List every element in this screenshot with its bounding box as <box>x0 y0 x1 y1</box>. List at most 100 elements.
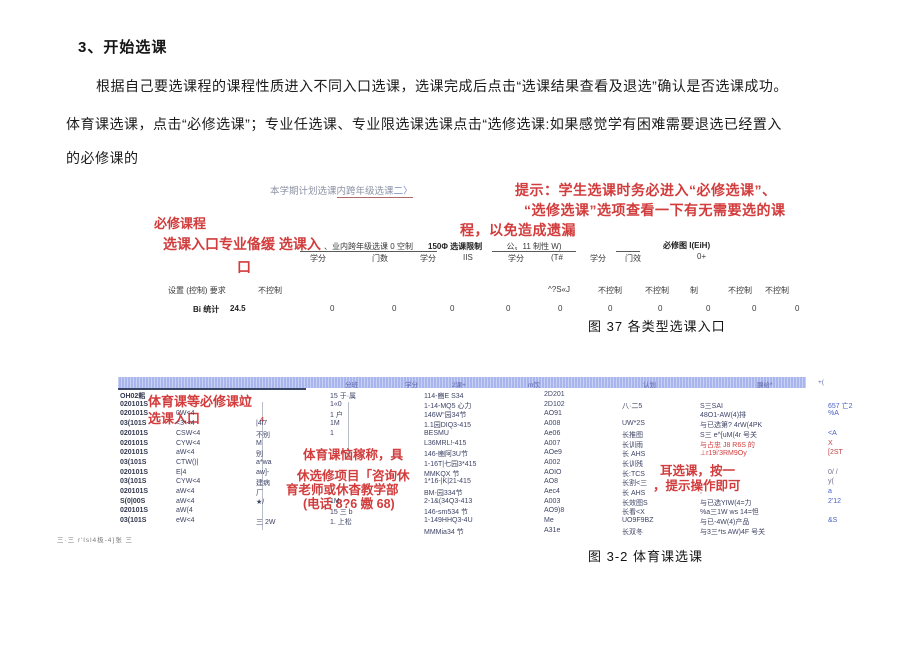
table-header-cell: 2课+ <box>452 382 466 389</box>
course-cell: 长:TCS <box>622 470 645 478</box>
subheader-cell: 学分 <box>590 254 606 263</box>
course-cell: 03(101S <box>120 420 147 428</box>
course-cell: A008 <box>544 420 561 428</box>
course-link[interactable]: 2'12 <box>828 497 842 505</box>
subheader-cell: 学分 <box>420 254 436 263</box>
figure1-caption: 图 37 各类型选课入口 <box>588 319 726 334</box>
course-cell: 1-149HHQ3-4U <box>424 517 473 525</box>
course-cell: OH02耜 <box>120 393 146 400</box>
course-cell: AOe9 <box>544 449 562 457</box>
course-cell: 长双冬 <box>622 528 643 536</box>
course-cell: 长训雨 <box>622 441 643 449</box>
course-cell: 020101S <box>120 488 149 495</box>
control-row-label: 设置 (控制) 要求 <box>168 286 226 295</box>
course-cell: CSW<4 <box>176 429 201 437</box>
course-cell: aW(4 <box>176 507 193 515</box>
course-cell: AOIO <box>544 468 562 476</box>
course-cell: Me <box>544 517 554 525</box>
chevron-link-icon[interactable]: 二〉 <box>393 186 413 198</box>
course-cell: 长 AHS <box>622 490 646 497</box>
stats-cell: 0 <box>752 304 757 313</box>
course-cell: 15 三 b <box>330 509 353 517</box>
paragraph-line-1: 根据自己要选课程的课程性质进入不同入口选课，选课完成后点击“选课结果查看及退选”… <box>96 78 788 94</box>
course-cell: aw]- <box>256 468 270 476</box>
table-header-cell: 学分 <box>405 382 418 389</box>
course-cell: E|4 <box>176 468 187 476</box>
course-cell: AO8 <box>544 478 559 486</box>
course-cell: 长 AHS <box>622 451 646 459</box>
course-link[interactable]: &S <box>828 517 838 525</box>
table-header-band <box>118 377 806 388</box>
control-cell: ^?S«J <box>548 285 570 294</box>
course-cell: 1 <box>330 429 334 437</box>
table-header-cell: 腺给* <box>757 382 773 389</box>
course-cell: 2D102 <box>544 400 565 408</box>
annotation-consult-line-3: (电话 8?6 嫐 68) <box>303 497 395 511</box>
table-header-cell: 认划 <box>643 382 656 389</box>
course-cell: MMMia34 节 <box>424 528 464 536</box>
section-heading: 3、开始选课 <box>78 39 168 56</box>
stats-cell: 0 <box>795 304 800 313</box>
course-cell: 长效图S <box>622 499 648 507</box>
course-link[interactable]: %A <box>828 410 839 418</box>
stats-cell: 0 <box>330 304 335 313</box>
course-cell: 与3三*ts AW)4F 号关 <box>700 528 766 536</box>
tip-line-1: 提示：学生选课时务必进入“必修选课”、 <box>515 182 777 198</box>
course-cell: aW<4 <box>176 449 195 457</box>
course-cell: 114-豳E S34 <box>424 393 464 400</box>
course-cell: Ae06 <box>544 429 561 437</box>
course-cell: 1 户 <box>330 412 343 420</box>
annotation-pe-name: 体育课恼稼称，具 <box>303 448 404 462</box>
course-cell: 0W<4 <box>176 410 195 418</box>
course-cell: S(0|00S <box>120 497 146 505</box>
course-link[interactable]: <A <box>828 429 837 437</box>
course-cell: 1*16-|K|21-415 <box>424 478 471 486</box>
course-cell: 48O1-AW(4)排 <box>700 412 747 420</box>
annotation-required-course: 必修课程 <box>154 216 207 231</box>
course-link[interactable]: [2ST <box>828 449 843 457</box>
course-cell: 1«0 <box>330 400 342 408</box>
group-header-public: 公〟11 制性 W) <box>506 242 562 251</box>
course-cell: 与占忠 J8 R6S 的 <box>700 441 755 449</box>
figure2-caption: 图 3-2 体育课选课 <box>588 549 704 564</box>
course-cell: a*wa <box>256 458 272 466</box>
course-link[interactable]: 657 亡2 <box>828 402 853 410</box>
stats-cell: 0 <box>450 304 455 313</box>
group-header-required-sub: 0+ <box>697 252 707 261</box>
stats-cell: 0 <box>706 304 711 313</box>
course-cell: 2D201 <box>544 391 565 398</box>
annotation-select-line-2: ，提示操作即可 <box>653 479 741 493</box>
group-header-required: 必修图 I(EiH) <box>663 241 711 250</box>
course-cell: 146-豳阿3U节 <box>424 451 468 459</box>
course-cell: 146W“园34节 <box>424 412 467 420</box>
semester-plan-link-underlined[interactable]: 内跨年级选课 <box>336 186 394 198</box>
course-cell: <3*<4 <box>176 420 195 428</box>
course-cell: M <box>256 439 262 447</box>
annotation-consult-line-2: 育老师或休杳教学部 <box>286 483 399 497</box>
course-cell: 020101S <box>120 468 149 476</box>
course-cell: ★/ <box>256 498 265 506</box>
control-row-first-value: 不控制 <box>258 286 282 295</box>
course-cell: AO91 <box>544 410 562 418</box>
control-cell: 制 <box>690 286 698 295</box>
annotation-select-line-1: 耳选课，按一 <box>660 464 736 478</box>
stats-cell: 0 <box>658 304 663 313</box>
stats-cell: 0 <box>506 304 511 313</box>
course-cell: 1M <box>330 420 340 428</box>
course-cell: 020101S <box>120 449 149 457</box>
figure2-footnote: 三·三 r'lsl4极-4]张 三 <box>57 537 134 544</box>
course-cell: |4i7 <box>256 420 268 428</box>
course-cell: S三 e^[uM(4r 号关 <box>700 431 757 439</box>
course-cell: 长割<三 <box>622 480 648 488</box>
tip-line-3: 程，以免造成遗漏 <box>460 222 576 238</box>
group-underline-1 <box>300 251 437 252</box>
course-link[interactable]: X <box>828 439 833 447</box>
subheader-cell: 学分 <box>508 254 524 263</box>
course-cell: 厂 <box>256 490 263 497</box>
semester-plan-link[interactable]: 本学期计划选课内跨年级选课二〉 <box>270 183 413 198</box>
course-link[interactable]: a <box>828 488 832 495</box>
course-cell: 长看<X <box>622 509 645 517</box>
course-cell: Aec4 <box>544 488 560 495</box>
course-cell: 1M <box>330 497 340 505</box>
course-cell: 1.1园DIQ3-415 <box>424 422 472 430</box>
